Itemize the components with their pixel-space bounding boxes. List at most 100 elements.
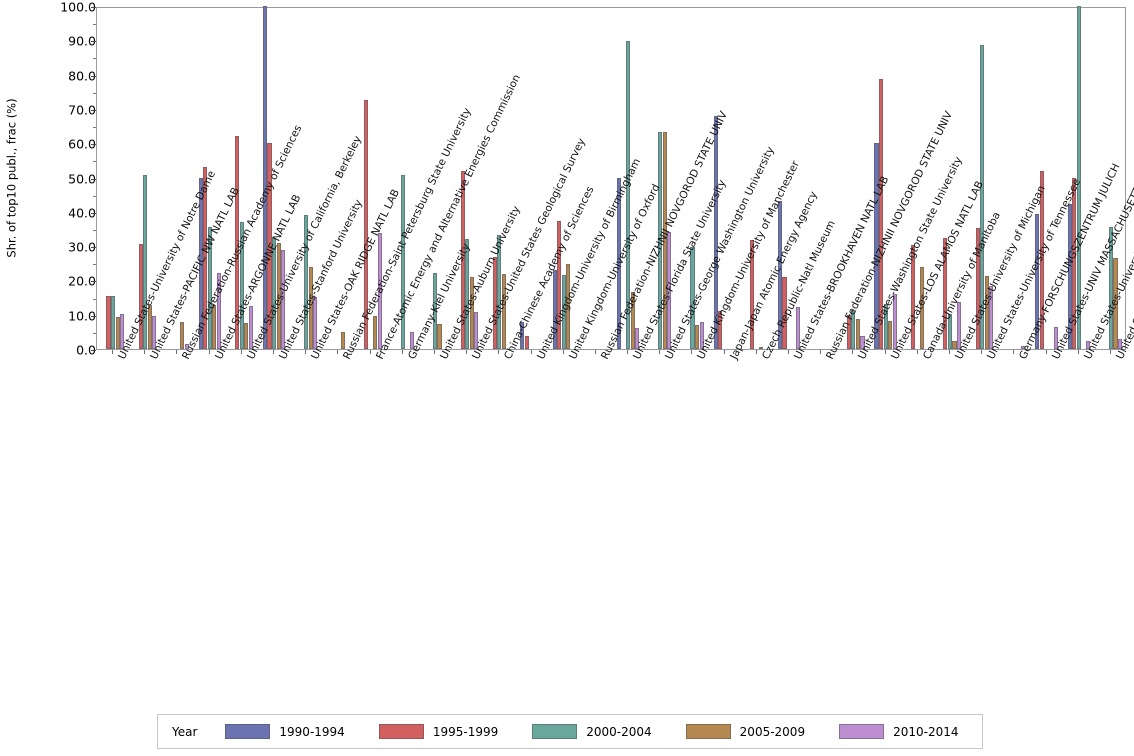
x-tick-mark — [755, 350, 757, 354]
x-tick-label: Russian Federation-Saint Petersburg Stat… — [341, 106, 474, 361]
x-tick-label: Germany-FORSCHUNGSZENTRUM JULICH — [1017, 162, 1123, 362]
y-tick-mark — [91, 350, 96, 351]
bar — [1053, 327, 1058, 349]
x-tick-label: United States-Florida State University — [631, 178, 729, 361]
legend-swatch — [532, 724, 578, 739]
bar — [630, 291, 635, 349]
bar — [566, 264, 571, 349]
bar — [377, 233, 382, 349]
bar — [1021, 345, 1026, 349]
y-axis-label: Shr. of top10 publ., frac (%) — [2, 0, 22, 356]
bar — [980, 45, 985, 349]
x-tick-mark — [498, 350, 500, 354]
bar — [694, 324, 700, 349]
x-tick-label: United States-PACIFIC NW NATL LAB — [148, 186, 242, 362]
bar — [235, 135, 240, 349]
bar — [363, 100, 369, 349]
y-tick-label: 90.0 — [68, 33, 96, 49]
x-tick-mark — [369, 350, 371, 354]
y-tick-minor-mark — [93, 92, 96, 94]
legend-label: 2000-2004 — [586, 724, 652, 739]
bar — [552, 270, 557, 349]
bar — [460, 171, 465, 349]
x-tick-mark — [691, 350, 693, 354]
bar — [198, 177, 203, 349]
y-tick-mark — [91, 212, 96, 214]
bar — [400, 175, 405, 349]
bar — [888, 320, 893, 349]
legend-swatch — [839, 724, 885, 739]
y-tick-label: 20.0 — [68, 273, 96, 289]
bar — [248, 305, 253, 349]
x-tick-mark — [916, 350, 918, 354]
x-tick-label: United Kingdom-University of Manchester — [695, 159, 802, 361]
x-tick-mark — [305, 350, 307, 354]
bar — [111, 295, 116, 349]
y-tick-minor-mark — [93, 298, 96, 300]
bar — [262, 6, 267, 349]
bar — [984, 276, 989, 349]
bar — [557, 221, 562, 349]
bar — [892, 294, 897, 349]
legend-item[interactable]: 1995-1999 — [378, 724, 498, 739]
bar — [1072, 178, 1077, 349]
x-tick-label: United Kingdom-University of Oxford — [567, 182, 662, 361]
legend-swatch — [685, 724, 731, 739]
bar — [138, 244, 143, 349]
bar — [304, 214, 309, 349]
x-tick-mark — [852, 350, 854, 354]
x-tick-mark — [948, 350, 950, 354]
legend-label: 2010-2014 — [893, 724, 959, 739]
x-tick-mark — [723, 350, 725, 354]
x-tick-label: United States-University of Michigan — [953, 184, 1048, 362]
legend-swatch — [225, 724, 271, 739]
bar — [911, 245, 916, 349]
bar — [975, 227, 980, 349]
x-tick-mark — [337, 350, 339, 354]
bar — [106, 295, 111, 349]
bar — [699, 322, 704, 349]
bar — [846, 314, 851, 349]
bar — [713, 116, 718, 349]
x-tick-label: United Kingdom-University of Birmingham — [535, 157, 643, 362]
legend-item[interactable]: 1990-1994 — [225, 724, 345, 739]
x-tick-mark — [176, 350, 178, 354]
x-tick-label: Russian Federation-NIZHNII NOVGOROD STAT… — [824, 110, 955, 362]
bar — [1108, 227, 1113, 349]
legend-item[interactable]: 2010-2014 — [839, 724, 959, 739]
legend-item[interactable]: 2005-2009 — [685, 724, 805, 739]
legend-item[interactable]: 2000-2004 — [532, 724, 652, 739]
bar — [203, 166, 208, 349]
x-tick-mark — [208, 350, 210, 354]
x-tick-label: China-Chinese Academy of Sciences — [502, 184, 596, 361]
y-tick-minor-mark — [93, 229, 96, 231]
bar — [855, 318, 860, 349]
legend-swatch — [378, 724, 424, 739]
bar — [957, 302, 962, 349]
x-tick-mark — [433, 350, 435, 354]
y-tick-label: 80.0 — [68, 68, 96, 84]
bar — [340, 331, 345, 349]
bar — [952, 340, 957, 349]
y-axis-label-text: Shr. of top10 publ., frac (%) — [5, 98, 20, 258]
x-tick-label: United States-OAK RIDGE NATL LAB — [309, 187, 402, 361]
legend-label: 1990-1994 — [279, 724, 345, 739]
bar — [777, 200, 782, 349]
bar — [750, 239, 755, 349]
bar — [920, 266, 925, 349]
bar — [469, 276, 474, 349]
y-tick-mark — [91, 41, 96, 43]
x-tick-label: United States-LOS ALAMOS NATL LAB — [889, 179, 986, 361]
y-tick-minor-mark — [93, 24, 96, 26]
x-tick-mark — [273, 350, 275, 354]
x-tick-label: Japan-Japan Atomic Energy Agency — [728, 190, 820, 362]
bar — [267, 143, 272, 349]
y-tick-mark — [91, 7, 96, 8]
bar — [690, 246, 695, 349]
x-tick-mark — [1109, 350, 1111, 354]
bar — [662, 132, 667, 349]
x-tick-mark — [884, 350, 886, 354]
x-tick-label: United States-UNIV MASSACHUSETTS — [1050, 180, 1134, 362]
x-tick-mark — [594, 350, 596, 354]
y-tick-minor-mark — [93, 161, 96, 163]
